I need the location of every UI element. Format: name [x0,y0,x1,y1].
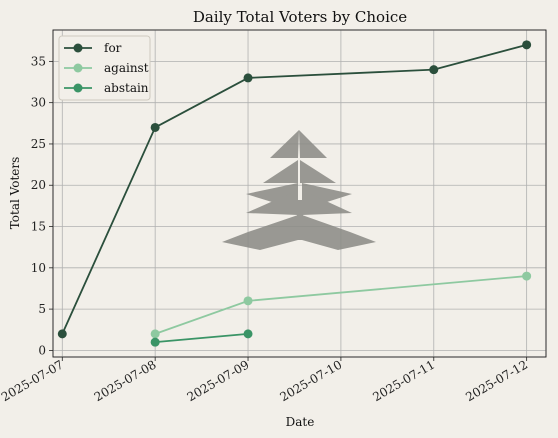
data-point-for [243,73,253,83]
tree-watermark-icon [222,130,376,250]
legend-swatch-marker [73,63,83,73]
data-point-abstain [243,329,253,339]
data-point-for [522,40,532,50]
y-tick-label: 0 [38,343,46,357]
legend: for against abstain [58,35,151,101]
legend-swatch-marker [73,83,83,93]
y-tick-label: 30 [31,96,46,110]
plot-frame [52,29,547,358]
data-point-for [429,65,439,75]
chart-title: Daily Total Voters by Choice [193,8,407,26]
series-abstain [150,329,253,347]
y-tick-label: 25 [31,137,46,151]
y-tick-label: 15 [31,220,46,234]
y-axis-title: Total Voters [8,157,22,230]
series-for [57,40,532,339]
legend-label: for [104,41,122,55]
data-point-against [522,271,532,281]
y-tick-label: 20 [31,178,46,192]
series-line-abstain [155,332,249,344]
y-tick-label: 5 [38,302,46,316]
data-point-against [150,329,160,339]
x-axis-title: Date [286,415,315,429]
y-tick-label: 10 [31,261,46,275]
series-layer [57,40,532,347]
legend-swatch-marker [73,43,83,53]
data-point-for [57,329,67,339]
legend-label: abstain [104,81,149,95]
legend-label: against [104,61,149,75]
series-against [150,271,532,339]
legend-box [58,35,151,101]
data-point-for [150,122,160,132]
data-point-against [243,296,253,306]
y-tick-label: 35 [31,54,46,68]
data-point-abstain [150,337,160,347]
y-axis: 0 5 10 15 20 25 30 35 [31,54,53,357]
